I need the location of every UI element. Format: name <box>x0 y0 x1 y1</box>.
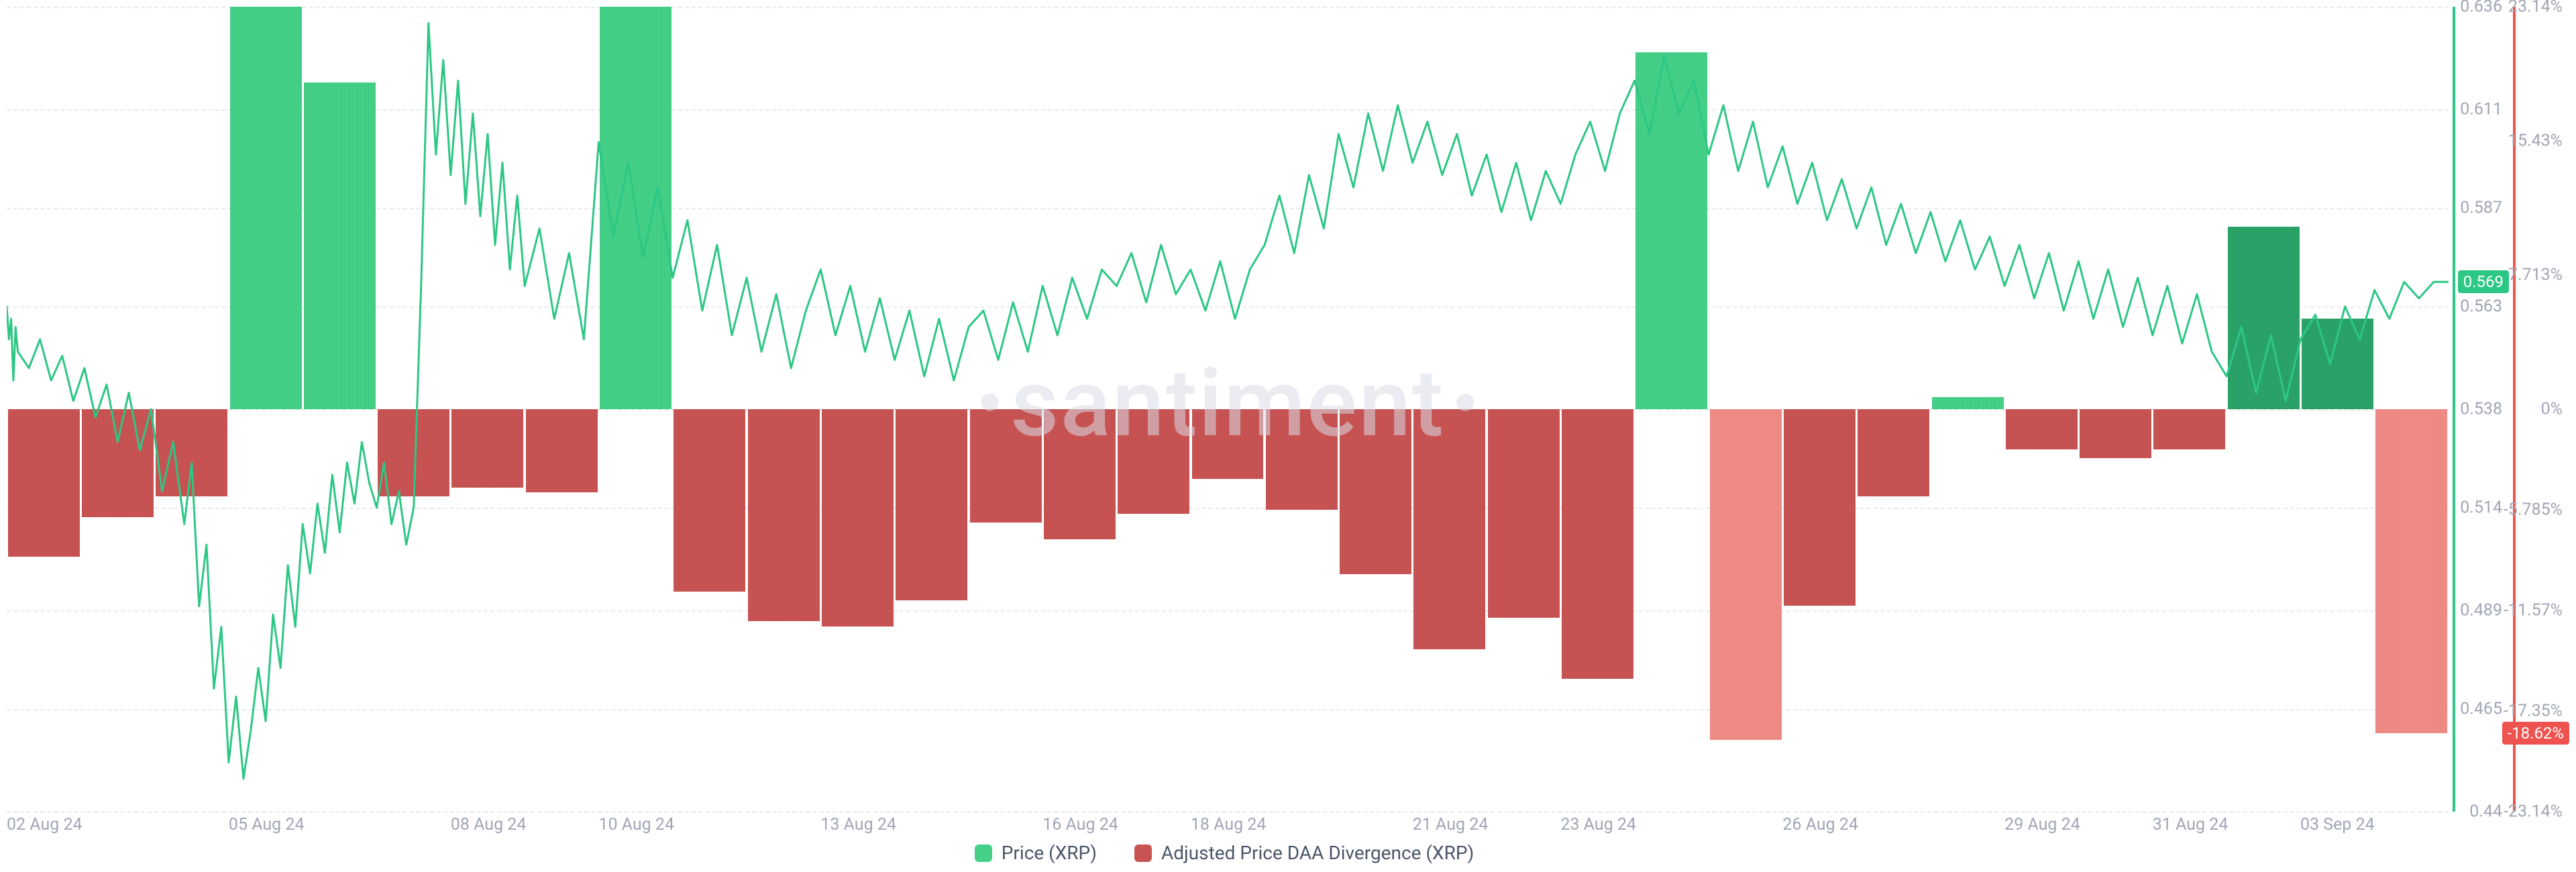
legend-label: Price (XRP) <box>1002 842 1097 864</box>
y-left-tick: 0.465 <box>2460 699 2502 718</box>
y-right-tick: -5.785% <box>2504 500 2563 520</box>
y-right-tick: 15.43% <box>2508 131 2563 150</box>
y-left-tick: 0.514 <box>2460 498 2502 517</box>
x-tick: 23 Aug 24 <box>1560 815 1636 834</box>
x-tick: 13 Aug 24 <box>820 815 896 834</box>
x-tick: 16 Aug 24 <box>1042 815 1118 834</box>
y-left-tick: 0.489 <box>2460 601 2502 620</box>
y-right-tick: 0% <box>2541 400 2563 419</box>
y-right-tick: -23.14% <box>2504 802 2563 822</box>
y-right-tick: -18.62% <box>2502 722 2570 745</box>
y-right-tick: -11.57% <box>2504 601 2563 620</box>
legend-swatch <box>975 844 992 862</box>
x-tick: 31 Aug 24 <box>2153 815 2229 834</box>
y-left-tick: 0.636 <box>2460 0 2502 17</box>
x-tick: 21 Aug 24 <box>1413 815 1489 834</box>
y-right-tick: -17.35% <box>2504 701 2563 720</box>
y-axis-right: -23.14%-18.62%-17.35%-11.57%-5.785%0%7.7… <box>2516 7 2569 812</box>
x-axis: 02 Aug 24 05 Aug 24 08 Aug 24 10 Aug 24 13 A… <box>7 815 2449 835</box>
y-right-tick: 23.14% <box>2508 0 2563 17</box>
legend-swatch <box>1134 844 1152 862</box>
x-tick: 26 Aug 24 <box>1782 815 1858 834</box>
plot-area[interactable]: santiment <box>7 7 2449 812</box>
x-tick: 29 Aug 24 <box>2004 815 2080 834</box>
x-tick: 18 Aug 24 <box>1191 815 1267 834</box>
x-tick: 02 Aug 24 <box>7 815 83 834</box>
x-tick: 10 Aug 24 <box>598 815 674 834</box>
santiment-chart: santiment 0.44 0.465 0.489 0.514 0.538 0.563 0… <box>0 0 2576 872</box>
y-axis-left: 0.440.4650.4890.5140.5380.5630.5690.5870… <box>2455 7 2509 812</box>
y-right-tick: 7.713% <box>2508 266 2563 285</box>
legend: Price (XRP) Adjusted Price DAA Divergence… <box>0 842 2449 867</box>
y-left-tick: 0.569 <box>2458 270 2509 293</box>
y-left-tick: 0.538 <box>2460 400 2502 419</box>
y-left-tick: 0.611 <box>2460 100 2502 119</box>
legend-item[interactable]: Price (XRP) <box>975 842 1097 864</box>
legend-item[interactable]: Adjusted Price DAA Divergence (XRP) <box>1134 842 1474 864</box>
x-tick: 03 Sep 24 <box>2300 815 2375 834</box>
legend-label: Adjusted Price DAA Divergence (XRP) <box>1161 842 1474 864</box>
y-left-tick: 0.44 <box>2469 802 2502 822</box>
y-left-tick: 0.587 <box>2460 199 2502 218</box>
x-tick: 08 Aug 24 <box>451 815 527 834</box>
x-tick: 05 Aug 24 <box>229 815 305 834</box>
y-left-tick: 0.563 <box>2460 296 2502 316</box>
price-line <box>7 7 2449 812</box>
